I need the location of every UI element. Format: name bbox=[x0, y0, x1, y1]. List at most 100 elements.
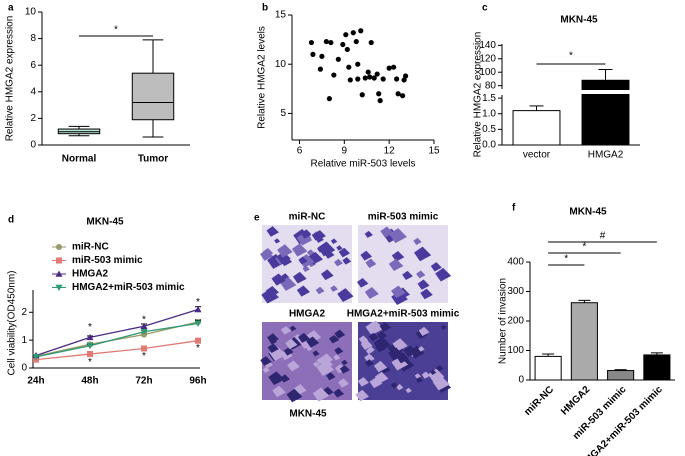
cell bbox=[338, 378, 350, 388]
cell bbox=[417, 279, 430, 290]
annotation: * bbox=[196, 343, 200, 354]
marker bbox=[56, 244, 62, 250]
legend-label: HMGA2+miR-503 mimic bbox=[72, 282, 185, 293]
point bbox=[358, 28, 364, 34]
image-label: miR-503 mimic bbox=[368, 212, 439, 223]
marker bbox=[32, 354, 40, 361]
legend-label: miR-NC bbox=[72, 242, 109, 253]
cell bbox=[364, 287, 379, 299]
cell bbox=[416, 270, 426, 279]
cell bbox=[360, 250, 373, 261]
y-tick-label: 400 bbox=[507, 257, 524, 268]
x-tick-label: 9 bbox=[342, 146, 348, 157]
error-bar bbox=[542, 353, 555, 357]
cell bbox=[300, 229, 312, 239]
cell bbox=[403, 345, 418, 357]
cell bbox=[276, 251, 291, 264]
cell bbox=[312, 387, 330, 402]
chart-title: MKN-45 bbox=[560, 15, 598, 26]
cell bbox=[364, 230, 373, 238]
image-label: HMGA2 bbox=[289, 309, 326, 320]
cell bbox=[316, 357, 324, 364]
chart-title: MKN-45 bbox=[569, 207, 607, 218]
series-line bbox=[35, 340, 199, 361]
cell bbox=[365, 321, 381, 335]
y-tick-label: 15 bbox=[275, 10, 287, 21]
annotation: # bbox=[600, 231, 606, 242]
point bbox=[328, 39, 334, 46]
marker bbox=[86, 342, 94, 350]
bar bbox=[607, 370, 635, 381]
annotation: * bbox=[569, 51, 573, 62]
marker bbox=[86, 333, 94, 341]
cell bbox=[267, 253, 285, 269]
x-tick-label: 15 bbox=[428, 146, 440, 157]
y-tick-label: 80 bbox=[485, 80, 497, 91]
marker bbox=[55, 284, 63, 291]
y-tick-label: 8 bbox=[30, 33, 36, 44]
cell bbox=[356, 277, 369, 288]
y-tick-label: 200 bbox=[507, 316, 524, 327]
cell bbox=[280, 374, 290, 383]
x-tick-label: HMGA2 bbox=[588, 150, 624, 161]
image-label: HMGA2+miR-503 mimic bbox=[347, 309, 460, 320]
point bbox=[355, 61, 361, 67]
cell bbox=[306, 336, 320, 348]
cell bbox=[336, 245, 343, 251]
point bbox=[343, 32, 349, 38]
cell bbox=[420, 288, 433, 300]
cell bbox=[292, 271, 307, 284]
cell bbox=[380, 226, 394, 238]
marker bbox=[140, 322, 148, 330]
marker bbox=[194, 320, 202, 327]
y-axis-label: Relative HMGA2 expression bbox=[473, 32, 484, 158]
bar bbox=[643, 354, 671, 381]
cell bbox=[373, 336, 392, 352]
cell bbox=[333, 354, 341, 361]
x-tick-label: vector bbox=[523, 150, 551, 161]
point bbox=[367, 74, 373, 80]
cell bbox=[389, 228, 407, 244]
point bbox=[371, 75, 377, 81]
y-tick-label: 2 bbox=[30, 113, 36, 124]
x-tick-label: Tumor bbox=[138, 154, 168, 165]
cell bbox=[435, 364, 444, 372]
cell bbox=[391, 285, 406, 299]
cell bbox=[374, 371, 389, 384]
legend-label: miR-503 mimic bbox=[72, 255, 143, 266]
cell bbox=[320, 269, 334, 281]
x-tick-label: Normal bbox=[62, 154, 97, 165]
cell bbox=[306, 249, 315, 257]
cell bbox=[414, 246, 432, 262]
y-tick-label: 0 bbox=[21, 363, 27, 374]
point bbox=[394, 76, 400, 82]
micrograph bbox=[260, 322, 352, 403]
y-tick-label: 1.0 bbox=[482, 108, 496, 119]
cell bbox=[320, 358, 334, 370]
cell bbox=[296, 232, 313, 246]
x-axis-label: Relative miR-503 levels bbox=[310, 159, 415, 170]
cell bbox=[306, 345, 313, 352]
cell bbox=[402, 270, 413, 281]
chart-title: MKN-45 bbox=[86, 217, 124, 228]
y-tick-label: 0.5 bbox=[482, 124, 496, 135]
y-tick-label: 300 bbox=[507, 286, 524, 297]
cell bbox=[342, 257, 352, 265]
cell bbox=[277, 244, 293, 258]
cell bbox=[266, 226, 279, 237]
annotation: * bbox=[142, 351, 146, 362]
cell bbox=[268, 290, 277, 299]
x-tick-label: HMGA2 bbox=[559, 384, 593, 418]
micrograph bbox=[356, 225, 452, 306]
cell bbox=[262, 366, 270, 373]
cell bbox=[339, 365, 350, 374]
y-tick-label: 0 bbox=[518, 375, 524, 386]
legend-label: HMGA2 bbox=[72, 269, 109, 280]
x-tick-label: miR-NC bbox=[522, 384, 556, 418]
point bbox=[310, 51, 316, 57]
cell bbox=[334, 258, 343, 267]
marker bbox=[195, 337, 201, 344]
marker bbox=[87, 351, 93, 358]
bar bbox=[581, 79, 630, 146]
